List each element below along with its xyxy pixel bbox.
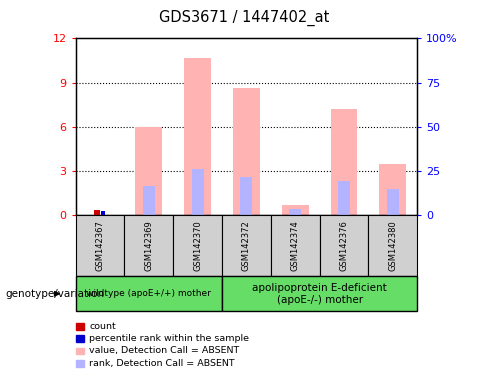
Bar [387, 189, 399, 215]
Bar [136, 127, 163, 215]
Bar [184, 58, 211, 215]
Bar [76, 348, 83, 354]
Bar [94, 210, 100, 215]
Bar [124, 215, 173, 276]
Bar [289, 209, 301, 215]
Bar [271, 215, 320, 276]
Bar [173, 215, 222, 276]
Text: GSM142369: GSM142369 [144, 220, 153, 271]
Text: GSM142376: GSM142376 [340, 220, 348, 271]
Bar [368, 215, 417, 276]
Text: rank, Detection Call = ABSENT: rank, Detection Call = ABSENT [89, 359, 235, 368]
Bar [76, 276, 222, 311]
Text: value, Detection Call = ABSENT: value, Detection Call = ABSENT [89, 346, 240, 356]
Bar [233, 88, 260, 215]
Bar [76, 215, 124, 276]
Bar [192, 169, 203, 215]
Text: GDS3671 / 1447402_at: GDS3671 / 1447402_at [159, 10, 329, 26]
Text: percentile rank within the sample: percentile rank within the sample [89, 334, 249, 343]
Bar [101, 211, 105, 215]
Text: count: count [89, 322, 116, 331]
Text: GSM142374: GSM142374 [291, 220, 300, 271]
Bar [222, 215, 271, 276]
Bar [76, 335, 83, 342]
Text: genotype/variation: genotype/variation [5, 289, 104, 299]
Bar [282, 205, 309, 215]
Text: apolipoprotein E-deficient
(apoE-/-) mother: apolipoprotein E-deficient (apoE-/-) mot… [252, 283, 387, 305]
Text: GSM142367: GSM142367 [96, 220, 104, 271]
Text: GSM142380: GSM142380 [388, 220, 397, 271]
Text: wildtype (apoE+/+) mother: wildtype (apoE+/+) mother [86, 289, 211, 298]
Bar [76, 360, 83, 367]
Text: GSM142370: GSM142370 [193, 220, 202, 271]
Bar [380, 164, 407, 215]
Bar [338, 181, 350, 215]
Bar [143, 185, 155, 215]
Bar [241, 177, 252, 215]
Bar [76, 323, 83, 330]
Text: GSM142372: GSM142372 [242, 220, 251, 271]
Bar [222, 276, 417, 311]
Bar [331, 109, 358, 215]
Bar [320, 215, 368, 276]
